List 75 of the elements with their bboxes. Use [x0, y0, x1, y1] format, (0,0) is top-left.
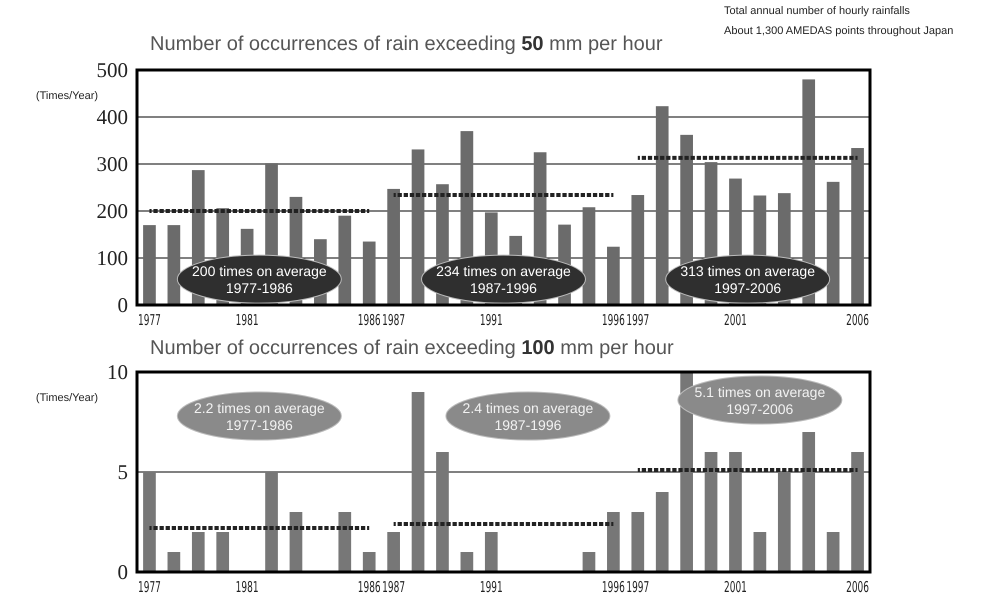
bar [729, 452, 742, 572]
x-tick-label: 2006 [846, 312, 870, 329]
chart-title: Number of occurrences of rain exceeding 100 mm per hour [150, 337, 674, 359]
y-tick-label: 10 [107, 360, 128, 384]
x-tick-label: 1981 [236, 578, 259, 596]
bar [338, 512, 352, 572]
chart-title: Number of occurrences of rain exceeding 50 mm per hour [150, 33, 663, 55]
bar [143, 472, 156, 572]
bar [656, 106, 669, 305]
x-tick-label: 1996 [602, 312, 625, 329]
bar [631, 512, 644, 572]
bar [143, 225, 156, 305]
x-tick-label: 1991 [480, 312, 503, 329]
y-tick-label: 400 [96, 105, 128, 129]
bar [582, 207, 596, 305]
x-tick-label: 2006 [846, 578, 870, 596]
bar [802, 432, 816, 572]
x-tick-label: 1997 [626, 578, 650, 596]
y-tick-label: 300 [96, 152, 128, 176]
y-axis-title: (Times/Year) [36, 90, 98, 102]
annotation: 2.2 times on average 1977-1986 [194, 400, 325, 433]
annotation: 234 times on average 1987-1996 [436, 263, 572, 296]
y-tick-label: 200 [96, 199, 128, 223]
bar [754, 532, 766, 572]
bar [656, 492, 669, 572]
x-tick-label: 1986 [358, 312, 381, 329]
y-tick-label: 0 [118, 560, 128, 584]
bar [436, 452, 449, 572]
bar [387, 188, 400, 305]
annotation: 313 times on average 1997-2006 [680, 263, 816, 296]
bar [265, 472, 278, 572]
bar [387, 532, 400, 572]
bar [851, 452, 864, 572]
bar [826, 532, 840, 572]
x-tick-label: 1997 [626, 312, 650, 329]
x-tick-label: 1986 [358, 578, 381, 596]
bar [704, 452, 718, 572]
x-tick-label: 2001 [724, 578, 747, 596]
x-tick-label: 1981 [236, 312, 259, 329]
bar [338, 216, 352, 305]
bar [607, 246, 620, 305]
bar [168, 552, 180, 572]
annotation: 5.1 times on average 1997-2006 [694, 384, 826, 417]
bar [168, 225, 180, 305]
y-tick-label: 500 [96, 58, 128, 82]
y-tick-label: 100 [96, 246, 128, 270]
x-tick-label: 1977 [138, 578, 161, 596]
bar [362, 242, 376, 305]
y-axis-title: (Times/Year) [36, 392, 98, 404]
text: About 1,300 AMEDAS points throughout Japan [724, 25, 954, 37]
y-tick-label: 5 [118, 460, 128, 484]
bar [582, 552, 596, 572]
annotation: 2.4 times on average 1987-1996 [462, 400, 594, 433]
bar [826, 182, 840, 305]
bar [192, 532, 205, 572]
x-tick-label: 1987 [382, 312, 406, 329]
bar [290, 512, 302, 572]
y-tick-label: 0 [118, 293, 128, 317]
bar [460, 552, 474, 572]
bar [631, 195, 644, 305]
x-tick-label: 1996 [602, 578, 625, 596]
x-tick-label: 2001 [724, 312, 747, 329]
x-tick-label: 1977 [138, 312, 161, 329]
annotation: 200 times on average 1977-1986 [192, 263, 327, 296]
x-tick-label: 1987 [382, 578, 406, 596]
bar [216, 532, 230, 572]
bar [362, 552, 376, 572]
bar [412, 149, 424, 305]
bar [412, 392, 424, 572]
x-tick-label: 1991 [480, 578, 503, 596]
bar [484, 532, 498, 572]
bar [778, 472, 791, 572]
bar [607, 512, 620, 572]
text: Total annual number of hourly rainfalls [724, 5, 910, 17]
bar [851, 148, 864, 305]
